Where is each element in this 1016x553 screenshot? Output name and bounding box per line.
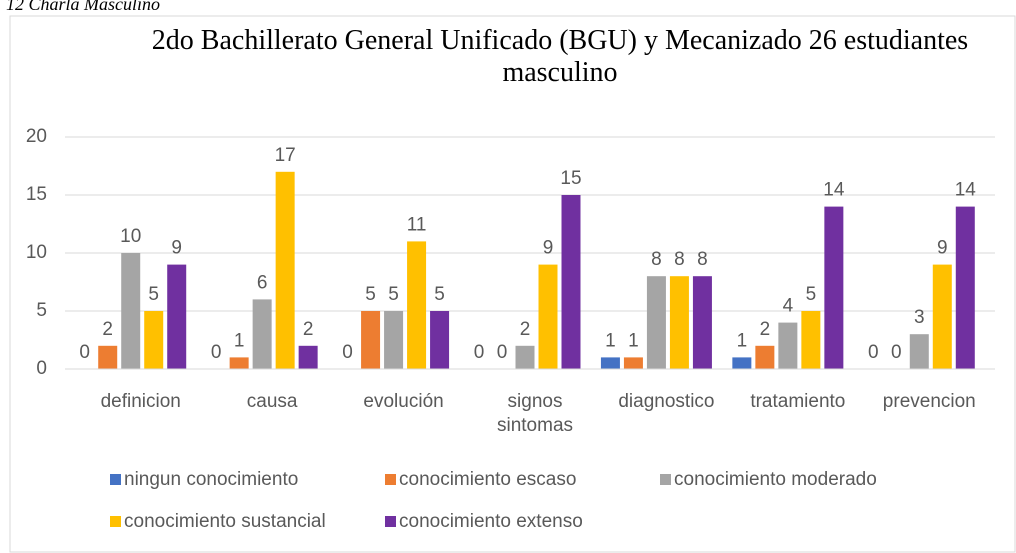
bar <box>692 276 712 369</box>
bar <box>538 264 558 369</box>
data-label: 14 <box>823 180 845 201</box>
caption: 12 Charla Masculino <box>6 0 160 14</box>
data-label: 0 <box>891 342 902 363</box>
data-label: 5 <box>806 284 817 305</box>
data-label: 0 <box>868 342 879 363</box>
data-label: 11 <box>407 214 427 235</box>
y-tick-label: 15 <box>26 184 47 205</box>
y-tick-label: 0 <box>36 358 47 379</box>
data-label: 1 <box>628 330 639 351</box>
legend-swatch <box>110 516 121 527</box>
data-label: 1 <box>737 330 748 351</box>
y-tick-label: 20 <box>26 126 47 147</box>
data-label: 5 <box>365 284 376 305</box>
bar <box>801 311 821 369</box>
data-label: 5 <box>388 284 399 305</box>
bar <box>384 311 404 369</box>
legend-label: conocimiento sustancial <box>124 511 326 532</box>
bar <box>909 334 929 369</box>
data-label: 9 <box>171 238 182 259</box>
chart-title: 2do Bachillerato General Unificado (BGU)… <box>152 25 968 88</box>
legend-swatch <box>660 474 671 485</box>
bar <box>646 276 666 369</box>
bar <box>732 357 752 369</box>
x-tick-label: causa <box>247 391 298 412</box>
data-label: 0 <box>474 342 485 363</box>
data-label: 14 <box>955 180 977 201</box>
data-label: 5 <box>148 284 159 305</box>
x-tick-label: evolución <box>363 391 443 412</box>
data-label: 2 <box>303 319 314 340</box>
data-label: 1 <box>605 330 616 351</box>
data-label: 10 <box>120 226 141 247</box>
data-label: 8 <box>651 249 662 270</box>
data-label: 15 <box>560 168 581 189</box>
data-label: 5 <box>434 284 445 305</box>
x-tick-label: tratamiento <box>750 391 845 412</box>
bar <box>669 276 689 369</box>
data-label: 4 <box>783 296 794 317</box>
x-tick-label: diagnostico <box>618 391 714 412</box>
bar <box>932 264 952 369</box>
data-label: 8 <box>674 249 685 270</box>
x-tick-label: prevencion <box>883 391 976 412</box>
legend-label: ningun conocimiento <box>124 469 298 490</box>
bar <box>98 345 118 369</box>
bar <box>778 322 798 369</box>
bar <box>252 299 272 369</box>
bar <box>167 264 187 369</box>
data-label: 9 <box>937 238 948 259</box>
bar <box>407 241 427 369</box>
bar <box>229 357 249 369</box>
data-label: 6 <box>257 272 268 293</box>
legend-swatch <box>385 516 396 527</box>
x-tick-label: definicion <box>101 391 181 412</box>
data-label: 17 <box>275 145 296 166</box>
data-label: 0 <box>342 342 353 363</box>
y-tick-label: 5 <box>36 300 47 321</box>
bar <box>824 206 844 369</box>
data-label: 2 <box>102 319 113 340</box>
data-label: 9 <box>543 238 554 259</box>
bar <box>275 171 295 369</box>
data-label: 0 <box>211 342 222 363</box>
data-label: 1 <box>234 330 245 351</box>
data-label: 0 <box>497 342 508 363</box>
bar <box>515 345 535 369</box>
y-tick-label: 10 <box>26 242 47 263</box>
data-label: 2 <box>760 319 771 340</box>
bar <box>755 345 775 369</box>
data-label: 8 <box>697 249 708 270</box>
bar <box>430 311 450 369</box>
bar <box>298 345 318 369</box>
bar <box>955 206 975 369</box>
bar <box>600 357 620 369</box>
legend-label: conocimiento moderado <box>674 469 877 490</box>
legend-swatch <box>385 474 396 485</box>
bar <box>361 311 381 369</box>
x-tick-label: signos sintomas <box>497 391 573 436</box>
bar <box>561 195 581 369</box>
bar <box>121 253 141 369</box>
bar <box>144 311 164 369</box>
legend-label: conocimiento escaso <box>399 469 576 490</box>
legend-label: conocimiento extenso <box>399 511 583 532</box>
data-label: 3 <box>914 307 925 328</box>
data-label: 2 <box>520 319 531 340</box>
data-label: 0 <box>79 342 90 363</box>
bar <box>623 357 643 369</box>
legend-swatch <box>110 474 121 485</box>
